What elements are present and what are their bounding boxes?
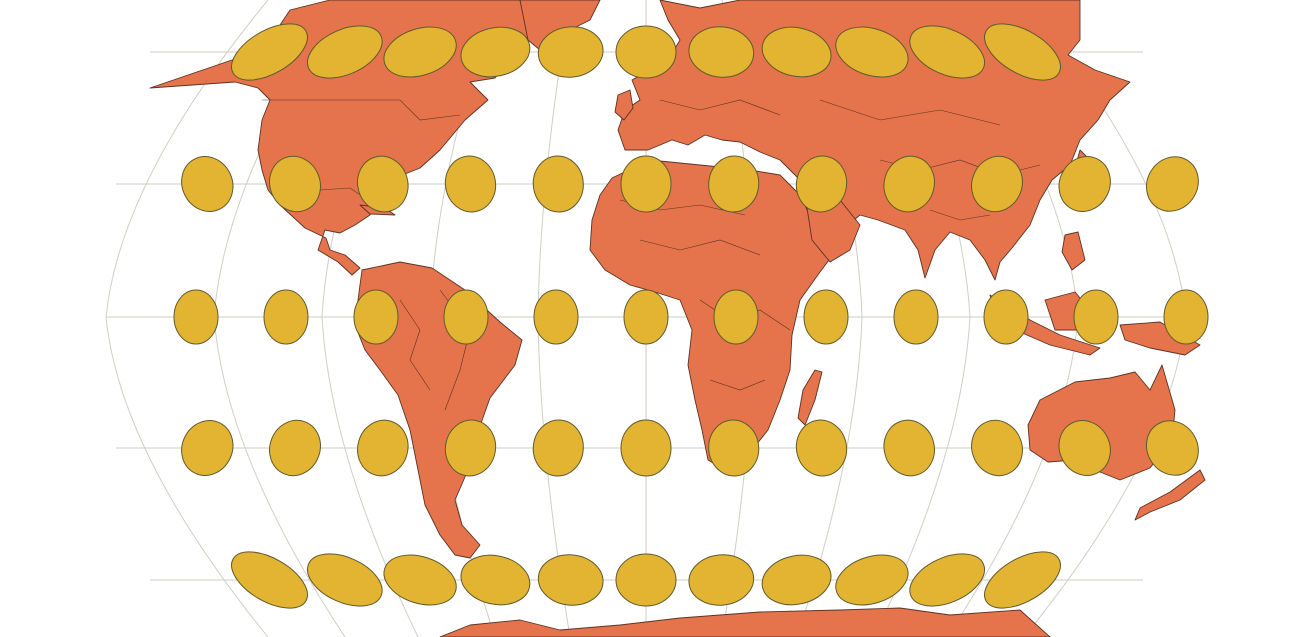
- antarctica-land: [439, 607, 1051, 637]
- tissot-indicatrix: [984, 551, 1061, 609]
- tissot-indicatrix: [353, 289, 399, 345]
- tissot-indicatrix: [883, 155, 935, 213]
- new-zealand-land: [1134, 469, 1206, 521]
- country-border: [929, 209, 991, 221]
- tissot-indicatrix: [460, 26, 531, 78]
- tissot-indicatrix: [615, 553, 677, 607]
- tissot-indicatrix: [181, 156, 234, 212]
- tissot-indicatrix: [623, 289, 669, 345]
- tissot-indicatrix: [909, 553, 986, 607]
- tissot-indicatrix: [835, 554, 909, 606]
- tissot-indicatrix: [971, 155, 1023, 213]
- tissot-indicatrix: [1146, 156, 1199, 212]
- tissot-indicatrix: [803, 289, 849, 345]
- tissot-indicatrix: [835, 26, 909, 78]
- tissot-indicatrix: [269, 155, 321, 213]
- tissot-indicatrix: [883, 419, 935, 477]
- tissot-indicatrix: [795, 419, 848, 477]
- tissot-indicatrix: [533, 289, 579, 345]
- tissot-indicatrix: [532, 419, 584, 477]
- country-border: [659, 99, 781, 116]
- tissot-indicatrix: [231, 551, 308, 609]
- tissot-indicatrix: [1058, 156, 1111, 212]
- tissot-indicatrix: [708, 155, 760, 213]
- tissot-indicatrix: [688, 554, 755, 606]
- tissot-indicatrix: [708, 419, 760, 477]
- tissot-indicatrix: [620, 155, 672, 213]
- tissot-indicatrix: [444, 419, 497, 477]
- tissot-indicatrix: [1163, 289, 1209, 345]
- tissot-indicatrix: [173, 289, 219, 345]
- tissot-indicatrix: [537, 554, 604, 606]
- tissot-indicatrix: [306, 553, 383, 607]
- country-border: [819, 99, 1001, 126]
- tissot-indicatrix: [620, 419, 672, 477]
- country-border: [399, 299, 431, 391]
- tissot-indicatrix: [984, 23, 1061, 81]
- country-border: [709, 379, 766, 391]
- country-border: [639, 239, 761, 256]
- tissot-indicatrix: [971, 419, 1023, 477]
- madagascar-land: [797, 369, 823, 426]
- tissot-indicatrix: [1073, 289, 1119, 345]
- tissot-indicatrix: [357, 155, 409, 213]
- tissot-indicatrices: [173, 23, 1209, 609]
- tissot-indicatrix: [444, 155, 497, 213]
- tissot-indicatrix: [460, 554, 531, 606]
- tissot-indicatrix: [615, 25, 677, 79]
- tissot-indicatrix: [383, 554, 457, 606]
- tissot-indicatrix: [688, 26, 755, 78]
- tissot-indicatrix: [357, 419, 409, 477]
- tissot-indicatrix: [1058, 420, 1111, 476]
- tissot-indicatrix: [893, 289, 939, 345]
- tissot-indicatrix: [983, 289, 1029, 345]
- meridian-line: [105, 0, 269, 637]
- new-guinea-land: [1119, 321, 1201, 356]
- british-isles-land: [614, 89, 634, 121]
- tissot-indicatrix: [795, 155, 848, 213]
- tissot-indicatrix: [537, 26, 604, 78]
- tissot-indicatrix: [532, 155, 584, 213]
- tissot-indicatrix: [306, 25, 383, 79]
- tissot-indicatrix: [263, 289, 309, 345]
- tissot-indicatrix: [761, 554, 832, 606]
- tissot-indicatrix: [383, 26, 457, 78]
- tissot-indicatrix: [713, 289, 759, 345]
- tissot-indicatrix: [181, 420, 234, 476]
- tissot-indicatrix: [443, 289, 489, 345]
- tissot-indicatrix: [909, 25, 986, 79]
- tissot-indicatrix: [269, 419, 321, 477]
- tissot-indicatrix: [1146, 420, 1199, 476]
- tissot-indicatrix: [231, 23, 308, 81]
- philippines-islands: [1061, 231, 1086, 271]
- tissot-indicatrix: [761, 26, 832, 78]
- country-border: [262, 99, 461, 121]
